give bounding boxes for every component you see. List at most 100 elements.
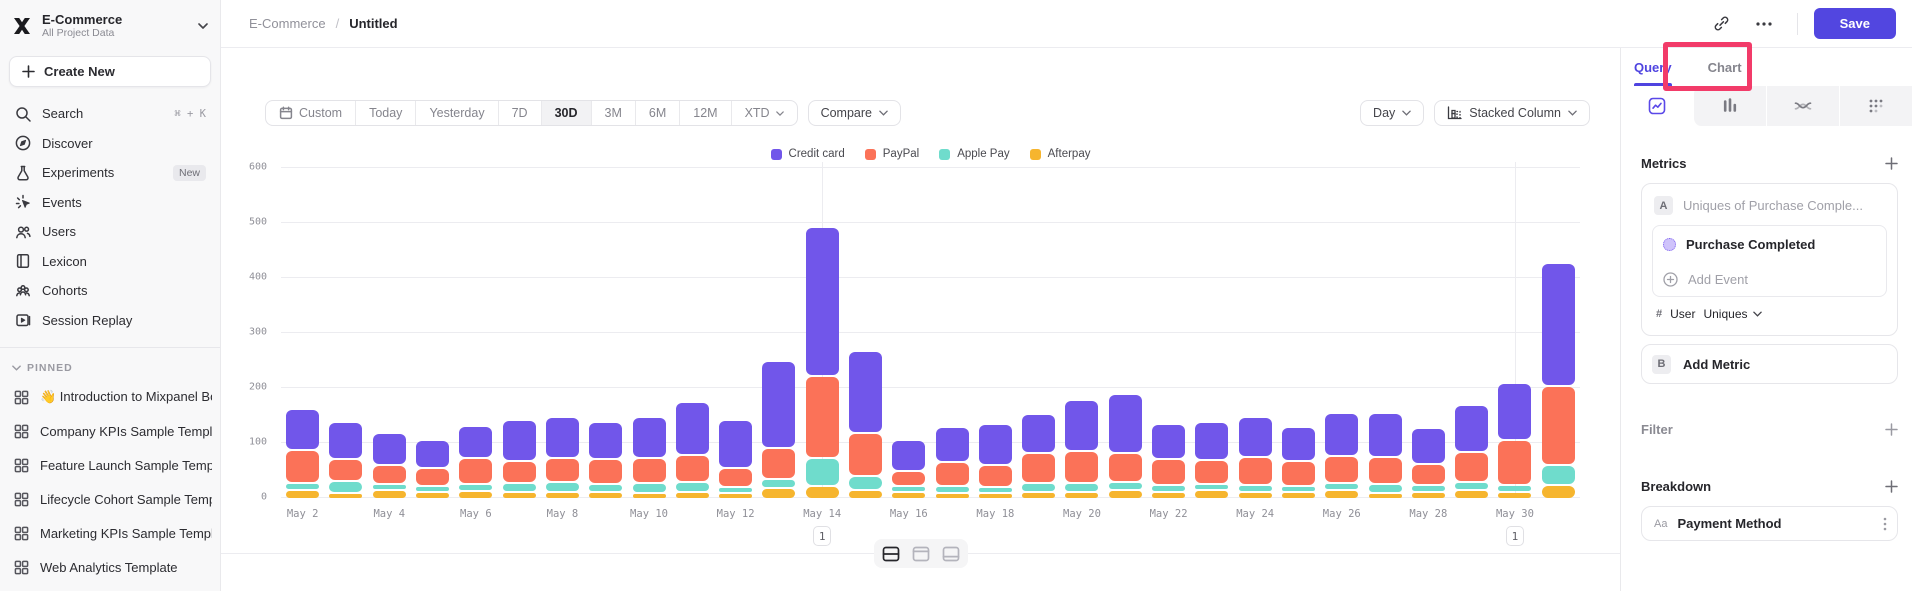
bar-segment-afterpay[interactable] [329,493,363,498]
compare-button[interactable]: Compare [807,100,901,126]
bar-segment-afterpay[interactable] [849,491,882,498]
bar-segment-afterpay[interactable] [978,494,1012,498]
date-range-3m[interactable]: 3M [592,101,636,125]
bar-segment-apple-pay[interactable] [329,481,363,492]
bar-segment-afterpay[interactable] [762,488,796,498]
bar-segment-afterpay[interactable] [1065,492,1099,498]
bar-segment-credit-card[interactable] [935,427,969,461]
bar-segment-paypal[interactable] [935,462,969,485]
chart-type-tab-retention[interactable] [1839,86,1912,126]
bar-segment-apple-pay[interactable] [935,486,969,492]
bar-segment-afterpay[interactable] [935,493,969,498]
bar-segment-apple-pay[interactable] [892,487,926,492]
bar-segment-apple-pay[interactable] [1065,483,1099,491]
bar-segment-afterpay[interactable] [502,493,536,498]
chart-type-tab-insights[interactable] [1621,86,1693,126]
bar-segment-paypal[interactable] [1065,451,1099,482]
chart-type-tab-flows[interactable] [1766,86,1839,126]
chart-type-tab-funnels[interactable] [1693,86,1766,126]
bar-segment-afterpay[interactable] [1455,491,1489,498]
bar-segment-afterpay[interactable] [416,493,450,498]
sidebar-item-users[interactable]: Users [0,217,220,247]
metric-name-row[interactable]: A Uniques of Purchase Comple... [1652,194,1887,225]
bar-may-10[interactable] [627,168,670,498]
add-metric-plus-button[interactable] [1885,157,1898,170]
bar-segment-credit-card[interactable] [849,351,882,432]
sidebar-item-cohorts[interactable]: Cohorts [0,276,220,306]
bar-may-19[interactable] [1017,168,1060,498]
bar-segment-apple-pay[interactable] [1541,465,1575,484]
bar-may-13[interactable] [757,168,800,498]
bar-segment-afterpay[interactable] [1325,490,1359,498]
sidebar-item-events[interactable]: Events [0,188,220,218]
bar-segment-credit-card[interactable] [1281,428,1315,460]
bar-may-25[interactable] [1277,168,1320,498]
bar-segment-afterpay[interactable] [1238,492,1272,498]
pinned-section-header[interactable]: PINNED [0,358,220,380]
bar-segment-apple-pay[interactable] [1411,485,1445,492]
legend-item-apple-pay[interactable]: Apple Pay [939,148,1010,160]
bar-segment-afterpay[interactable] [545,492,579,498]
pinned-board-lifecycle-cohort-sample-template[interactable]: Lifecycle Cohort Sample Template [0,482,220,516]
date-range-xtd[interactable]: XTD [732,101,797,125]
bar-may-21[interactable] [1104,168,1147,498]
bar-may-30[interactable] [1493,162,1536,498]
bar-segment-paypal[interactable] [1498,441,1532,484]
save-button[interactable]: Save [1813,8,1896,39]
bar-segment-afterpay[interactable] [1498,492,1532,498]
bar-segment-afterpay[interactable] [372,491,406,498]
bar-segment-apple-pay[interactable] [416,486,450,492]
bar-segment-afterpay[interactable] [719,494,753,498]
bar-segment-credit-card[interactable] [1065,400,1099,450]
bar-segment-apple-pay[interactable] [849,476,882,490]
bar-segment-afterpay[interactable] [1152,492,1186,498]
bar-segment-apple-pay[interactable] [1152,486,1186,491]
bar-may-14[interactable] [801,162,844,498]
bar-segment-afterpay[interactable] [286,490,320,498]
bar-segment-paypal[interactable] [1195,461,1229,484]
bar-segment-credit-card[interactable] [545,418,579,458]
bar-segment-credit-card[interactable] [1152,424,1186,459]
date-range-yesterday[interactable]: Yesterday [416,101,499,125]
sidebar-item-session-replay[interactable]: Session Replay [0,306,220,336]
bar-segment-credit-card[interactable] [416,441,450,467]
bar-segment-paypal[interactable] [805,376,839,457]
add-filter-button[interactable] [1885,423,1898,436]
bar-segment-credit-card[interactable] [1455,405,1489,452]
pinned-board-company-kpis-sample-template[interactable]: Company KPIs Sample Template [0,414,220,448]
sidebar-item-search[interactable]: Search ⌘ + K [0,99,220,129]
bar-may-18[interactable] [974,168,1017,498]
bar-segment-credit-card[interactable] [675,402,709,454]
bar-segment-paypal[interactable] [545,459,579,482]
project-switcher[interactable]: E-Commerce All Project Data [0,8,220,44]
bar-segment-apple-pay[interactable] [372,485,406,490]
breadcrumb-project[interactable]: E-Commerce [249,16,326,31]
bar-may-24[interactable] [1234,168,1277,498]
add-metric-button[interactable]: B Add Metric [1641,344,1898,384]
bar-segment-apple-pay[interactable] [1368,485,1402,492]
breakdown-property-card[interactable]: Aa Payment Method [1641,506,1898,541]
bar-segment-credit-card[interactable] [1325,414,1359,455]
bar-segment-credit-card[interactable] [329,422,363,458]
bar-segment-paypal[interactable] [1325,456,1359,482]
layout-option-table-only[interactable] [937,542,965,565]
bar-may-3[interactable] [324,168,367,498]
copy-link-button[interactable] [1705,9,1739,39]
bar-segment-apple-pay[interactable] [1238,486,1272,491]
event-row-purchase-completed[interactable]: Purchase Completed [1653,226,1886,262]
bar-segment-afterpay[interactable] [1541,485,1575,498]
more-options-button[interactable] [1747,9,1781,39]
bar-may-2[interactable] [281,168,324,498]
bar-segment-apple-pay[interactable] [1498,485,1532,491]
date-range-12m[interactable]: 12M [680,101,732,125]
bar-segment-apple-pay[interactable] [286,483,320,489]
bar-may-28[interactable] [1407,168,1450,498]
bar-segment-paypal[interactable] [1281,461,1315,486]
bar-may-6[interactable] [454,168,497,498]
bar-segment-afterpay[interactable] [459,491,493,498]
bar-segment-credit-card[interactable] [459,426,493,458]
bar-segment-afterpay[interactable] [1108,490,1142,498]
bar-segment-afterpay[interactable] [589,493,623,498]
bar-segment-apple-pay[interactable] [502,484,536,492]
bar-segment-credit-card[interactable] [1498,383,1532,440]
